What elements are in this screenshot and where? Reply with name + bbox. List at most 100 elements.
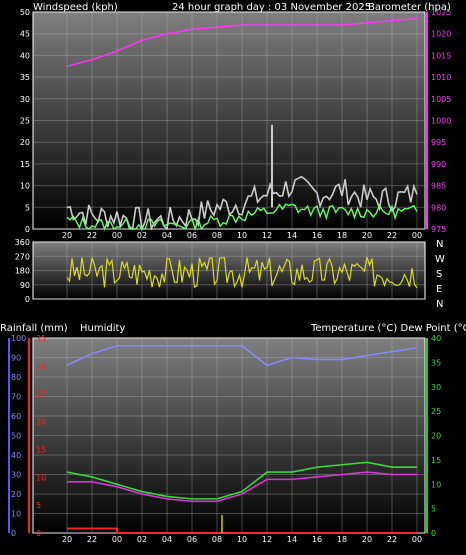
barometer-tick: 1025 [431, 8, 451, 17]
series-lines [66, 17, 418, 534]
x-tick-label: 08 [212, 231, 222, 240]
wind-average-line [66, 203, 418, 232]
direction-tick: 0 [25, 295, 30, 304]
barometer-axis-label: Barometer (hpa) [368, 2, 451, 13]
barometer-tick: 975 [431, 225, 446, 234]
windspeed-tick: 35 [20, 73, 30, 82]
temperature-tick: 5 [431, 505, 436, 514]
temperature-dewpoint-axis-label: Temperature (°C) Dew Point (°C) [310, 323, 466, 334]
direction-tick: 180 [15, 267, 30, 276]
wind-direction-trace [66, 256, 418, 289]
direction-tick: 270 [15, 252, 30, 261]
rainfall-tick: 0 [36, 529, 41, 538]
humidity-line [66, 344, 418, 367]
x-tick-label: 12 [262, 231, 272, 240]
windspeed-tick: 45 [20, 30, 30, 39]
windspeed-tick: 0 [25, 225, 30, 234]
x-tick-label: 00 [412, 535, 422, 544]
temperature-tick: 35 [431, 358, 441, 367]
x-tick-label: 22 [387, 231, 397, 240]
x-tick-label: 22 [387, 535, 397, 544]
rainfall-tick: 35 [36, 334, 46, 343]
temperature-tick: 15 [431, 456, 441, 465]
humidity-axis-label: Humidity [80, 323, 125, 334]
humidity-tick: 10 [11, 510, 21, 519]
rainfall-tick: 20 [36, 418, 46, 427]
graph-date-title: 24 hour graph day : 03 November 2025 [172, 2, 371, 13]
temperature-tick: 20 [431, 432, 441, 441]
x-tick-label: 14 [287, 231, 297, 240]
windspeed-tick: 20 [20, 138, 30, 147]
wind-gust-line [66, 175, 418, 232]
humidity-tick: 90 [11, 354, 21, 363]
barometer-tick: 985 [431, 182, 446, 191]
humidity-tick: 20 [11, 490, 21, 499]
temperature-tick: 0 [431, 529, 436, 538]
x-tick-label: 10 [237, 231, 247, 240]
x-tick-label: 20 [362, 535, 372, 544]
compass-n-top: N [436, 239, 443, 250]
compass-w: W [435, 254, 445, 265]
rainfall-tick: 25 [36, 390, 46, 399]
grid-lines [33, 11, 425, 534]
windspeed-tick: 10 [20, 182, 30, 191]
x-tick-label: 10 [237, 535, 247, 544]
humidity-tick: 100 [11, 334, 26, 343]
windspeed-tick: 50 [20, 8, 30, 17]
humidity-tick: 0 [11, 529, 16, 538]
barometer-tick: 995 [431, 138, 446, 147]
windspeed-tick: 25 [20, 117, 30, 126]
x-tick-label: 12 [262, 535, 272, 544]
barometer-tick: 1015 [431, 51, 451, 60]
rainfall-tick: 10 [36, 473, 46, 482]
x-tick-label: 20 [62, 231, 72, 240]
barometer-tick: 980 [431, 203, 446, 212]
temperature-line [66, 461, 417, 500]
rainfall-tick: 15 [36, 445, 46, 454]
windspeed-tick: 5 [25, 203, 30, 212]
rainfall-tick: 30 [36, 362, 46, 371]
x-tick-label: 20 [362, 231, 372, 240]
rainfall-axis-label: Rainfall (mm) [0, 323, 68, 334]
windspeed-tick: 15 [20, 160, 30, 169]
barometer-tick: 990 [431, 160, 446, 169]
humidity-tick: 50 [11, 432, 21, 441]
direction-tick: 360 [15, 238, 30, 247]
temperature-tick: 30 [431, 383, 441, 392]
x-tick-label: 20 [62, 535, 72, 544]
barometer-tick: 1005 [431, 95, 451, 104]
wind-panel [32, 11, 426, 230]
x-tick-label: 22 [87, 231, 97, 240]
compass-n-bottom: N [436, 299, 443, 310]
x-tick-label: 04 [162, 231, 172, 240]
x-tick-label: 16 [312, 231, 322, 240]
x-tick-label: 02 [137, 231, 147, 240]
windspeed-axis-label: Windspeed (kph) [33, 2, 118, 13]
x-tick-label: 02 [137, 535, 147, 544]
humidity-tick: 60 [11, 412, 21, 421]
x-tick-label: 00 [112, 535, 122, 544]
humidity-tick: 70 [11, 393, 21, 402]
temperature-tick: 40 [431, 334, 441, 343]
humidity-tick: 80 [11, 373, 21, 382]
rainfall-tick: 5 [36, 501, 41, 510]
dewpoint-line [67, 471, 417, 503]
x-tick-label: 22 [87, 535, 97, 544]
x-tick-label: 16 [312, 535, 322, 544]
compass-e: E [436, 284, 442, 295]
rainfall-line [67, 527, 417, 534]
barometer-tick: 1010 [431, 73, 451, 82]
barometer-tick: 1020 [431, 30, 451, 39]
barometer-tick: 1000 [431, 117, 451, 126]
x-tick-label: 00 [112, 231, 122, 240]
temperature-tick: 25 [431, 407, 441, 416]
windspeed-tick: 30 [20, 95, 30, 104]
x-tick-label: 06 [187, 535, 197, 544]
x-tick-label: 18 [337, 535, 347, 544]
x-tick-label: 06 [187, 231, 197, 240]
humidity-tick: 40 [11, 451, 21, 460]
x-tick-label: 00 [412, 231, 422, 240]
x-tick-label: 14 [287, 535, 297, 544]
